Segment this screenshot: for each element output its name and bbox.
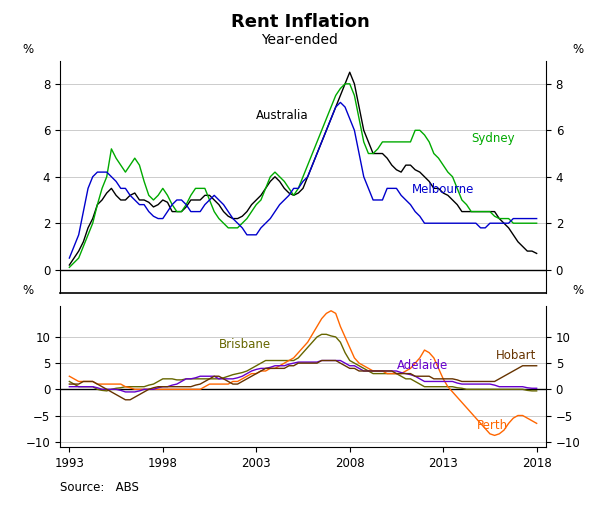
Text: Adelaide: Adelaide xyxy=(397,360,448,372)
Text: Brisbane: Brisbane xyxy=(219,338,271,351)
Text: Source:   ABS: Source: ABS xyxy=(60,481,139,494)
Text: Hobart: Hobart xyxy=(496,349,536,362)
Text: Australia: Australia xyxy=(256,109,309,122)
Text: Year-ended: Year-ended xyxy=(262,33,338,47)
Text: Melbourne: Melbourne xyxy=(412,183,474,196)
Text: %: % xyxy=(572,284,583,297)
Text: Sydney: Sydney xyxy=(471,132,515,145)
Text: Rent Inflation: Rent Inflation xyxy=(230,13,370,31)
Text: %: % xyxy=(23,43,34,56)
Text: %: % xyxy=(23,284,34,297)
Text: %: % xyxy=(572,43,583,56)
Text: Perth: Perth xyxy=(477,419,508,432)
